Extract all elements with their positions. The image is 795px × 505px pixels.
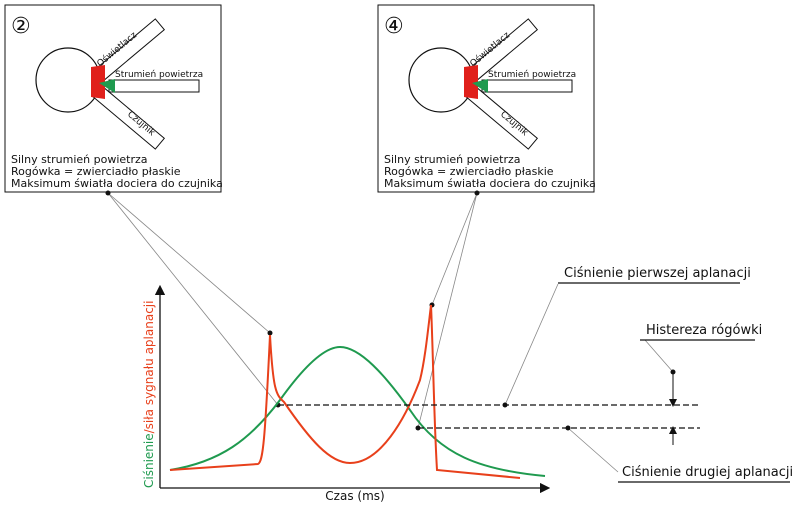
y-label-signal: /siła sygnału aplanacji bbox=[142, 301, 156, 434]
panel-number: ② bbox=[11, 14, 31, 39]
signal-curve bbox=[169, 304, 521, 479]
caption-line: Rogówka = zwierciadło płaskie bbox=[384, 165, 554, 178]
caption-line: Maksimum światła dociera do czujnika bbox=[384, 177, 596, 190]
caption-line: Maksimum światła dociera do czujnika bbox=[11, 177, 223, 190]
dashed-levels bbox=[278, 404, 700, 429]
dots bbox=[105, 190, 676, 431]
caption-line: Silny strumień powietrza bbox=[384, 153, 521, 166]
caption-line: Rogówka = zwierciadło płaskie bbox=[11, 165, 181, 178]
annotation: Histereza rógówki bbox=[646, 323, 762, 338]
annotation: Ciśnienie pierwszej aplanacji bbox=[564, 266, 751, 281]
pressure-curve bbox=[169, 345, 546, 477]
panel: ④ Oświetlacz Strumień powietrza Czujnik … bbox=[377, 4, 596, 193]
caption-line: Silny strumień powietrza bbox=[11, 153, 148, 166]
leader-lines bbox=[107, 192, 674, 473]
annotation: Ciśnienie drugiej aplanacji bbox=[622, 465, 793, 480]
y-axis-label: Ciśnienie/siła sygnału aplanacji bbox=[142, 301, 156, 488]
airflow: Strumień powietrza bbox=[488, 70, 576, 80]
y-label-pressure: Ciśnienie bbox=[142, 433, 156, 488]
panel-number: ④ bbox=[384, 14, 404, 39]
airflow: Strumień powietrza bbox=[115, 70, 203, 80]
panel: ② Oświetlacz Strumień powietrza Czujnik … bbox=[4, 4, 223, 193]
underlines bbox=[558, 282, 790, 483]
axes bbox=[154, 284, 551, 494]
x-axis-label: Czas (ms) bbox=[325, 489, 384, 503]
